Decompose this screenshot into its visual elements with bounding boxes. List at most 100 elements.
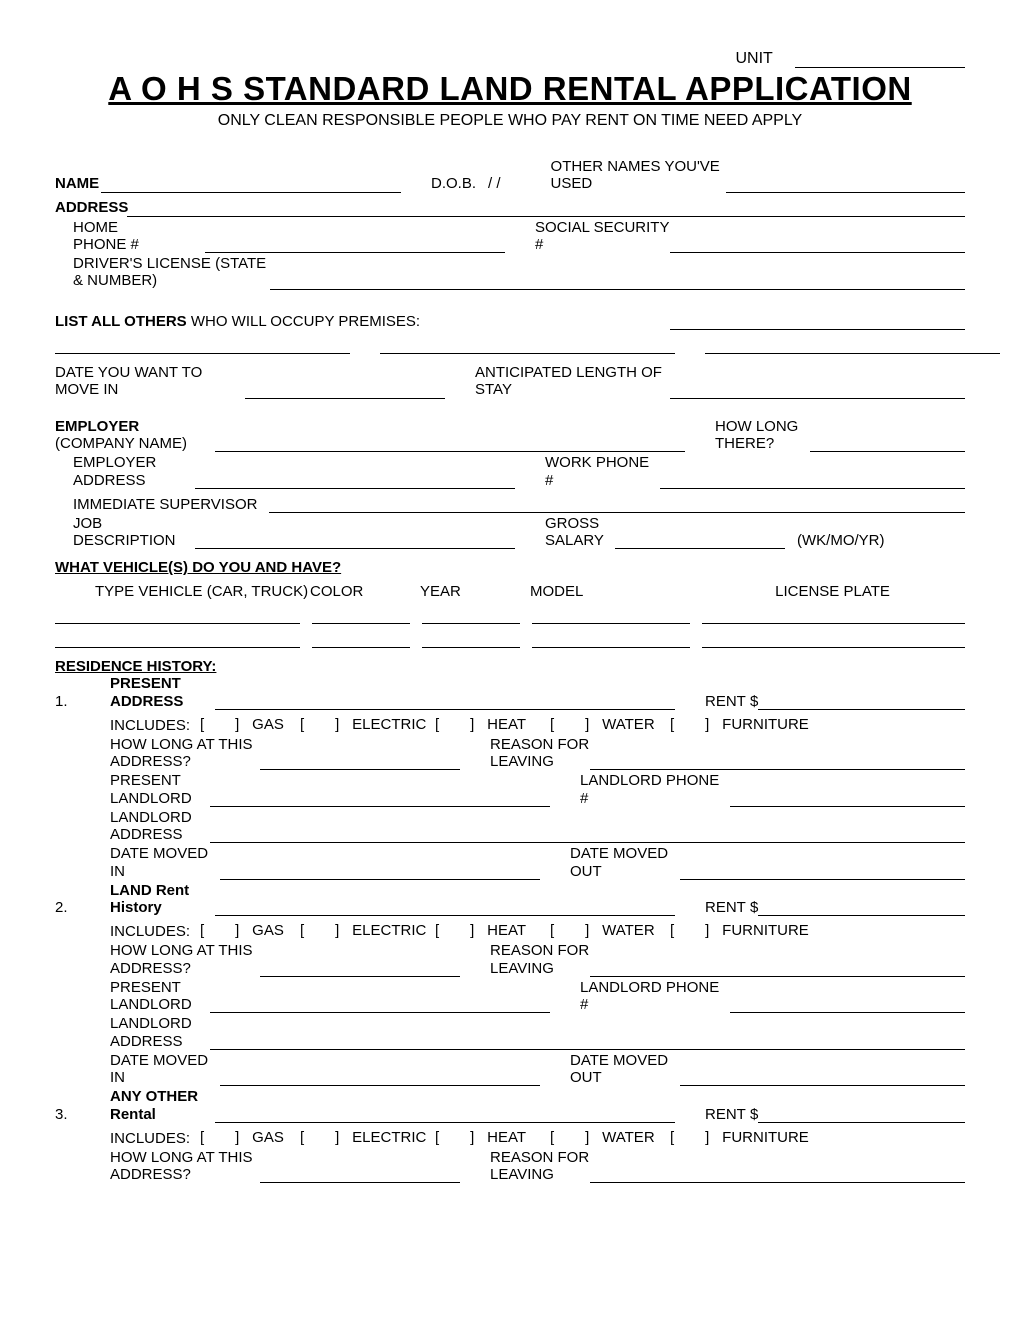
- checkbox-close[interactable]: ]: [335, 1129, 339, 1146]
- checkbox-close[interactable]: ]: [705, 922, 709, 939]
- others-input-3[interactable]: [380, 336, 675, 354]
- checkbox-open[interactable]: [: [200, 716, 204, 733]
- landlord-input[interactable]: [210, 995, 550, 1013]
- stay-input[interactable]: [670, 381, 965, 399]
- other-names-label: OTHER NAMES YOU'VE USED: [551, 158, 726, 193]
- landlord-addr-input[interactable]: [210, 825, 965, 843]
- veh1-plate[interactable]: [702, 606, 965, 624]
- reason-input[interactable]: [590, 752, 965, 770]
- checkbox-close[interactable]: ]: [705, 716, 709, 733]
- checkbox-open[interactable]: [: [435, 1129, 439, 1146]
- reason-label: REASON FOR LEAVING: [490, 942, 590, 977]
- how-long-there-input[interactable]: [810, 434, 965, 452]
- moved-in-input[interactable]: [220, 1068, 540, 1086]
- checkbox-close[interactable]: ]: [585, 922, 589, 939]
- checkbox-close[interactable]: ]: [335, 922, 339, 939]
- reason-input[interactable]: [590, 959, 965, 977]
- moved-in-label: DATE MOVED IN: [110, 845, 220, 880]
- list-others-bold: LIST ALL OTHERS: [55, 313, 187, 330]
- moved-in-input[interactable]: [220, 862, 540, 880]
- checkbox-close[interactable]: ]: [705, 1129, 709, 1146]
- checkbox-close[interactable]: ]: [235, 1129, 239, 1146]
- how-long-input[interactable]: [260, 1165, 460, 1183]
- res-addr-input[interactable]: [215, 1105, 675, 1123]
- checkbox-close[interactable]: ]: [470, 1129, 474, 1146]
- landlord-phone-label: LANDLORD PHONE #: [580, 772, 730, 807]
- how-long-label: HOW LONG AT THIS ADDRESS?: [110, 736, 260, 771]
- checkbox-open[interactable]: [: [550, 922, 554, 939]
- veh2-plate[interactable]: [702, 630, 965, 648]
- salary-input[interactable]: [615, 531, 785, 549]
- landlord-input[interactable]: [210, 789, 550, 807]
- landlord-phone-label: LANDLORD PHONE #: [580, 979, 730, 1014]
- checkbox-open[interactable]: [: [670, 922, 674, 939]
- checkbox-open[interactable]: [: [200, 922, 204, 939]
- job-input[interactable]: [195, 531, 515, 549]
- landlord-addr-input[interactable]: [210, 1032, 965, 1050]
- checkbox-open[interactable]: [: [300, 922, 304, 939]
- checkbox-open[interactable]: [: [670, 716, 674, 733]
- list-others-label: LIST ALL OTHERS WHO WILL OCCUPY PREMISES…: [55, 296, 420, 331]
- checkbox-close[interactable]: ]: [335, 716, 339, 733]
- emp-addr-input[interactable]: [195, 471, 515, 489]
- checkbox-open[interactable]: [: [300, 1129, 304, 1146]
- supervisor-input[interactable]: [269, 495, 965, 513]
- landlord-phone-input[interactable]: [730, 995, 965, 1013]
- rent-input[interactable]: [758, 1105, 965, 1123]
- moved-out-input[interactable]: [680, 1068, 965, 1086]
- rent-input[interactable]: [758, 898, 965, 916]
- veh1-type[interactable]: [55, 606, 300, 624]
- checkbox-close[interactable]: ]: [585, 1129, 589, 1146]
- ssn-input[interactable]: [670, 235, 965, 253]
- veh1-model[interactable]: [532, 606, 690, 624]
- unit-label: UNIT: [736, 50, 773, 67]
- veh2-year[interactable]: [422, 630, 520, 648]
- employer-input[interactable]: [215, 434, 685, 452]
- dollar-sign: $: [750, 1106, 758, 1123]
- res-addr-input[interactable]: [215, 692, 675, 710]
- rent-input[interactable]: [758, 692, 965, 710]
- dl-input[interactable]: [270, 272, 965, 290]
- checkbox-close[interactable]: ]: [470, 922, 474, 939]
- ssn-label: SOCIAL SECURITY #: [535, 219, 670, 254]
- dollar-sign: $: [750, 899, 758, 916]
- others-input-4[interactable]: [705, 336, 1000, 354]
- address-input[interactable]: [127, 199, 965, 217]
- veh1-year[interactable]: [422, 606, 520, 624]
- dollar-sign: $: [750, 693, 758, 710]
- unit-blank[interactable]: [795, 67, 965, 68]
- work-phone-input[interactable]: [660, 471, 965, 489]
- checkbox-open[interactable]: [: [550, 716, 554, 733]
- home-phone-input[interactable]: [205, 235, 505, 253]
- how-long-input[interactable]: [260, 752, 460, 770]
- veh1-color[interactable]: [312, 606, 410, 624]
- home-phone-label: HOME PHONE #: [55, 219, 175, 254]
- checkbox-open[interactable]: [: [435, 922, 439, 939]
- checkbox-open[interactable]: [: [435, 716, 439, 733]
- checkbox-close[interactable]: ]: [235, 716, 239, 733]
- landlord-phone-input[interactable]: [730, 789, 965, 807]
- checkbox-open[interactable]: [: [300, 716, 304, 733]
- others-input-2[interactable]: [55, 336, 350, 354]
- checkbox-close[interactable]: ]: [585, 716, 589, 733]
- other-names-input[interactable]: [726, 175, 965, 193]
- veh-col-model: MODEL: [530, 583, 700, 600]
- checkbox-open[interactable]: [: [670, 1129, 674, 1146]
- veh2-model[interactable]: [532, 630, 690, 648]
- reason-input[interactable]: [590, 1165, 965, 1183]
- checkbox-open[interactable]: [: [550, 1129, 554, 1146]
- checkbox-open[interactable]: [: [200, 1129, 204, 1146]
- move-in-input[interactable]: [245, 381, 445, 399]
- moved-out-input[interactable]: [680, 862, 965, 880]
- res-addr-input[interactable]: [215, 898, 675, 916]
- name-input[interactable]: [101, 175, 401, 193]
- reason-label: REASON FOR LEAVING: [490, 736, 590, 771]
- veh2-type[interactable]: [55, 630, 300, 648]
- checkbox-close[interactable]: ]: [470, 716, 474, 733]
- checkbox-close[interactable]: ]: [235, 922, 239, 939]
- veh2-color[interactable]: [312, 630, 410, 648]
- checkbox-label: FURNITURE: [722, 716, 809, 733]
- others-input-1[interactable]: [670, 312, 965, 330]
- moved-in-label: DATE MOVED IN: [110, 1052, 220, 1087]
- how-long-input[interactable]: [260, 959, 460, 977]
